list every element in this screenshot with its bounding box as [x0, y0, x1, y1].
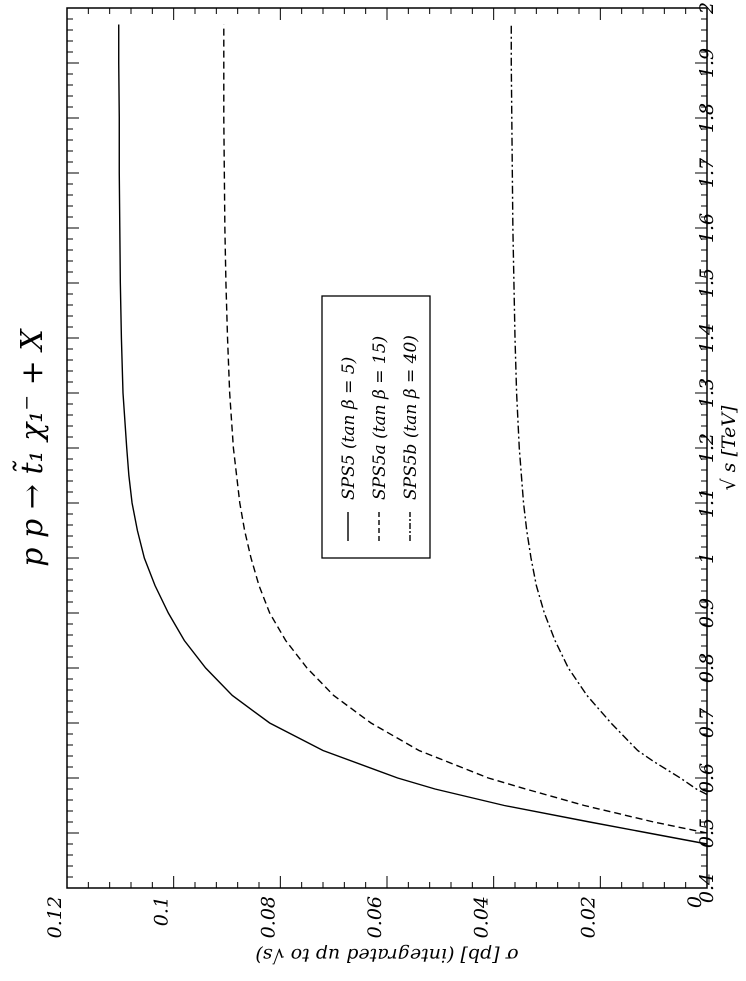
x-tick-label: 0.4 [696, 873, 718, 903]
chart-title: p p → t̃₁ χ₁⁻ + X [12, 328, 50, 567]
legend-label-sps5b: SPS5b (tan β = 40) [401, 335, 421, 500]
x-axis-label: √ s [TeV] [718, 405, 740, 491]
x-tick-label: 1.7 [696, 157, 718, 188]
y-tick-label: 0.08 [257, 896, 279, 938]
y-tick-label: 0.02 [577, 896, 599, 938]
series-line-sps5a [223, 24, 708, 834]
x-tick-label: 1.6 [696, 213, 718, 243]
axis-ticks [66, 7, 708, 889]
y-tick-label: 0.12 [44, 896, 66, 938]
x-tick-label: 1.3 [696, 378, 718, 408]
series-line-sps5b [510, 24, 708, 796]
legend-label-sps5a: SPS5a (tan β = 15) [370, 336, 390, 500]
series-line-sps5 [118, 24, 708, 845]
x-tick-label: 1.5 [696, 268, 718, 298]
x-tick-label: 1.1 [696, 488, 718, 518]
x-tick-label: 0.7 [696, 707, 718, 738]
series-lines [118, 24, 708, 845]
y-axis-label: σ [pb] (integrated up to √s) [255, 944, 518, 966]
x-tick-label: 1.2 [696, 433, 718, 463]
x-tick-label: 2 [696, 2, 718, 15]
x-tick-label: 0.9 [696, 598, 718, 628]
y-tick-label: 0.06 [364, 896, 386, 938]
x-tick-label: 1 [696, 552, 718, 564]
y-tick-label: 0 [684, 896, 706, 908]
x-tick-label: 0.8 [696, 653, 718, 683]
x-tick-label: 0.5 [696, 818, 718, 848]
x-tick-label: 1.9 [696, 48, 718, 78]
x-tick-label: 1.8 [696, 103, 718, 133]
y-tick-label: 0.1 [151, 896, 173, 926]
tick-labels: 0.4 0.5 0.6 0.7 0.8 0.9 1 1.1 1.2 1.3 1.4 1.5 1.6 1.7… [44, 2, 718, 938]
y-tick-label: 0.04 [471, 896, 493, 938]
x-tick-label: 0.6 [696, 763, 718, 793]
x-tick-label: 1.4 [696, 323, 718, 353]
legend-label-sps5: SPS5 (tan β = 5) [339, 357, 359, 500]
legend-box [321, 295, 431, 559]
legend: SPS5 (tan β = 5) SPS5a (tan β = 15) SPS5b … [321, 295, 431, 559]
